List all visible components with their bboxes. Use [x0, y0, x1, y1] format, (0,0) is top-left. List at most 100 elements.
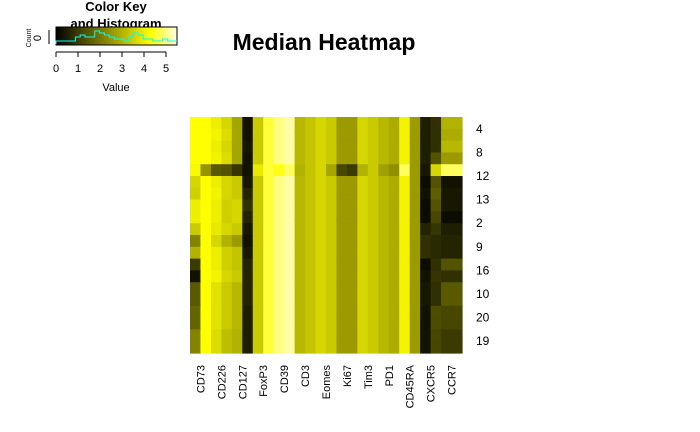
- heatmap-cell: [441, 128, 453, 142]
- heatmap-cell: [263, 117, 275, 130]
- heatmap-cell: [420, 329, 432, 342]
- color-key-swatch: [168, 27, 172, 45]
- heatmap-cell: [441, 341, 453, 354]
- heatmap-cell: [294, 282, 306, 295]
- heatmap-cell: [252, 211, 264, 224]
- heatmap-cell: [284, 128, 296, 142]
- heatmap-cell: [242, 152, 254, 165]
- heatmap-cell: [388, 294, 400, 307]
- heatmap-cell: [367, 117, 379, 130]
- heatmap-cell: [190, 128, 202, 142]
- heatmap-cell: [420, 140, 432, 153]
- heatmap-cell: [378, 282, 390, 295]
- heatmap-cell: [357, 140, 369, 153]
- heatmap-cell: [221, 223, 233, 236]
- heatmap-cells: [190, 117, 463, 354]
- heatmap-cell: [273, 317, 285, 330]
- heatmap-cell: [409, 117, 421, 130]
- heatmap-cell: [273, 164, 285, 177]
- heatmap-cell: [284, 329, 296, 342]
- heatmap-cell: [378, 294, 390, 307]
- heatmap-cell: [441, 270, 453, 283]
- heatmap-cell: [231, 305, 243, 319]
- color-key-xlabel: Value: [102, 82, 129, 94]
- color-key-swatch: [171, 27, 175, 45]
- heatmap-cell: [430, 128, 442, 142]
- heatmap-cell: [409, 152, 421, 165]
- heatmap-cell: [326, 117, 338, 130]
- heatmap-cell: [284, 152, 296, 165]
- heatmap-cell: [190, 187, 202, 201]
- heatmap-cell: [357, 329, 369, 342]
- heatmap-cell: [273, 140, 285, 153]
- heatmap-cell: [388, 329, 400, 342]
- heatmap-cell: [294, 246, 306, 260]
- heatmap-cell: [388, 128, 400, 142]
- heatmap-cell: [409, 294, 421, 307]
- heatmap-cell: [451, 152, 463, 165]
- heatmap-cell: [430, 341, 442, 354]
- heatmap-cell: [210, 164, 222, 177]
- heatmap-cell: [221, 329, 233, 342]
- heatmap-cell: [294, 270, 306, 283]
- heatmap-cell: [252, 176, 264, 189]
- heatmap-cell: [231, 128, 243, 142]
- heatmap-cell: [430, 117, 442, 130]
- heatmap-cell: [305, 305, 317, 319]
- heatmap-cell: [451, 128, 463, 142]
- histogram-line: [55, 30, 177, 44]
- row-label: 9: [476, 240, 483, 254]
- heatmap-cell: [315, 128, 327, 142]
- column-label: Eomes: [321, 365, 333, 400]
- color-key-swatch: [163, 27, 167, 45]
- heatmap-cell: [252, 329, 264, 342]
- heatmap-cell: [336, 341, 348, 354]
- heatmap-cell: [315, 317, 327, 330]
- heatmap-cell: [388, 235, 400, 248]
- heatmap-cell: [441, 246, 453, 260]
- heatmap-cell: [210, 152, 222, 165]
- color-key-swatch: [78, 27, 82, 45]
- heatmap-cell: [357, 176, 369, 189]
- heatmap-cell: [263, 187, 275, 201]
- heatmap-cell: [252, 258, 264, 271]
- heatmap-cell: [336, 140, 348, 153]
- heatmap-cell: [409, 223, 421, 236]
- heatmap-cell: [221, 164, 233, 177]
- heatmap-cell: [200, 152, 212, 165]
- heatmap-cell: [399, 258, 411, 271]
- heatmap-cell: [263, 246, 275, 260]
- heatmap-cell: [409, 341, 421, 354]
- heatmap-cell: [294, 341, 306, 354]
- color-key-swatch: [119, 27, 123, 45]
- heatmap-cell: [346, 117, 358, 130]
- heatmap-cell: [242, 211, 254, 224]
- heatmap-cell: [451, 211, 463, 224]
- heatmap-cell: [378, 305, 390, 319]
- heatmap-cell: [357, 223, 369, 236]
- heatmap-cell: [388, 258, 400, 271]
- heatmap-cell: [451, 117, 463, 130]
- heatmap-cell: [315, 140, 327, 153]
- heatmap-cell: [430, 223, 442, 236]
- heatmap-cell: [346, 246, 358, 260]
- heatmap-cell: [315, 235, 327, 248]
- heatmap-cell: [273, 305, 285, 319]
- color-key-tick-label: 3: [119, 63, 125, 75]
- heatmap-cell: [378, 223, 390, 236]
- heatmap-cell: [284, 176, 296, 189]
- heatmap-cell: [242, 140, 254, 153]
- heatmap-cell: [420, 235, 432, 248]
- heatmap-cell: [357, 246, 369, 260]
- heatmap-cell: [242, 235, 254, 248]
- heatmap-cell: [399, 305, 411, 319]
- color-key-swatch: [144, 27, 148, 45]
- heatmap-cell: [305, 128, 317, 142]
- heatmap-cell: [200, 317, 212, 330]
- heatmap-cell: [441, 211, 453, 224]
- color-key-swatch: [94, 27, 98, 45]
- heatmap-cell: [252, 164, 264, 177]
- heatmap-cell: [242, 305, 254, 319]
- color-key-swatch: [166, 27, 170, 45]
- heatmap-cell: [346, 223, 358, 236]
